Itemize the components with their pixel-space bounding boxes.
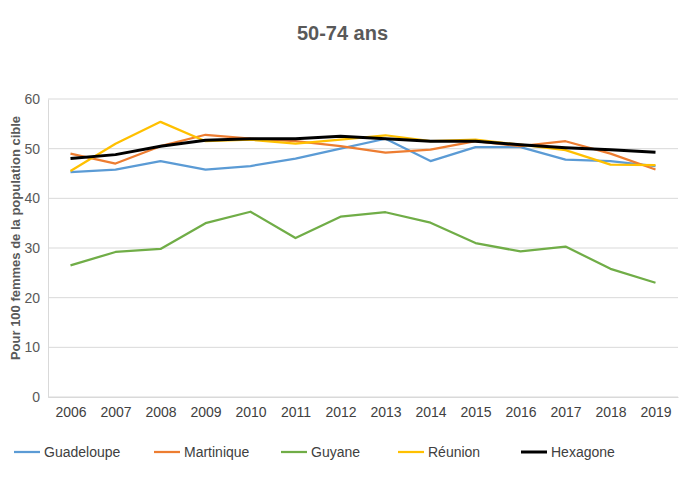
legend-label: Réunion <box>428 444 480 460</box>
legend-swatch <box>154 451 180 453</box>
y-tick-label: 20 <box>24 290 40 306</box>
y-axis-line <box>48 100 49 398</box>
x-tick-label: 2017 <box>550 404 581 420</box>
y-tick: 10 <box>24 339 48 355</box>
legend-item: Hexagone <box>521 444 615 460</box>
x-tick: 2019 <box>640 397 671 420</box>
grid-line <box>48 397 678 398</box>
x-tick: 2007 <box>100 397 131 420</box>
x-axis: 2006 2007 2008 2009 2010 2011 2012 2013 2014 2015… <box>49 397 679 420</box>
x-tick-label: 2018 <box>595 404 626 420</box>
x-axis-line <box>49 397 679 398</box>
series-line <box>71 139 656 172</box>
x-tick: 2017 <box>550 397 581 420</box>
x-tick: 2014 <box>415 397 446 420</box>
y-tick-label: 0 <box>32 389 40 405</box>
legend-swatch <box>398 451 424 453</box>
grid <box>48 99 678 397</box>
x-tick: 2006 <box>55 397 86 420</box>
series-line <box>71 212 656 283</box>
legend-item: Guyane <box>281 444 360 460</box>
legend: Guadeloupe Martinique Guyane Réunion Hexagon… <box>14 444 615 460</box>
legend-swatch <box>521 451 547 454</box>
grid-line <box>48 347 678 348</box>
legend-label: Martinique <box>184 444 250 460</box>
x-tick: 2011 <box>281 397 311 420</box>
x-tick-label: 2008 <box>145 404 176 420</box>
y-axis-title: Pour 100 femmes de la population cible <box>8 116 23 360</box>
x-tick-label: 2016 <box>505 404 536 420</box>
y-tick-label: 60 <box>24 91 40 107</box>
grid-line <box>48 248 678 249</box>
y-tick: 30 <box>24 240 48 256</box>
grid-line <box>48 198 678 199</box>
x-tick-label: 2011 <box>281 404 311 420</box>
x-tick: 2013 <box>370 397 401 420</box>
legend-item: Réunion <box>398 444 480 460</box>
legend-item: Martinique <box>154 444 250 460</box>
chart: 0 10 20 30 40 50 60 2006 2007 2008 2009 2010 2011 201… <box>0 0 685 489</box>
y-tick-label: 10 <box>24 339 40 355</box>
series-line <box>71 122 656 171</box>
x-tick-label: 2010 <box>235 404 266 420</box>
legend-swatch <box>281 451 307 453</box>
legend-label: Guyane <box>311 444 360 460</box>
y-tick-label: 40 <box>24 190 40 206</box>
legend-swatch <box>14 451 40 453</box>
x-tick: 2018 <box>595 397 626 420</box>
x-tick-label: 2013 <box>370 404 401 420</box>
y-tick: 60 <box>24 91 48 107</box>
grid-line <box>48 99 678 100</box>
y-tick-label: 50 <box>24 141 40 157</box>
x-tick-label: 2019 <box>640 404 671 420</box>
legend-item: Guadeloupe <box>14 444 121 460</box>
y-tick: 0 <box>32 389 48 405</box>
x-tick: 2010 <box>235 397 266 420</box>
x-tick: 2008 <box>145 397 176 420</box>
y-tick-label: 30 <box>24 240 40 256</box>
y-axis: 0 10 20 30 40 50 60 <box>24 91 48 405</box>
x-tick: 2009 <box>190 397 221 420</box>
y-tick: 50 <box>24 141 48 157</box>
y-tick: 40 <box>24 190 48 206</box>
x-tick-label: 2009 <box>190 404 221 420</box>
x-tick: 2016 <box>505 397 536 420</box>
y-tick: 20 <box>24 290 48 306</box>
x-tick-label: 2014 <box>415 404 446 420</box>
x-tick-label: 2015 <box>460 404 491 420</box>
x-tick-label: 2012 <box>325 404 356 420</box>
series-line <box>71 135 656 170</box>
legend-label: Guadeloupe <box>44 444 121 460</box>
series-line <box>71 136 656 158</box>
x-tick-label: 2006 <box>55 404 86 420</box>
legend-label: Hexagone <box>551 444 615 460</box>
title: 50-74 ans <box>297 22 388 44</box>
x-tick-label: 2007 <box>100 404 131 420</box>
x-tick: 2015 <box>460 397 491 420</box>
series-lines <box>71 122 656 283</box>
plot: 0 10 20 30 40 50 60 2006 2007 2008 2009 2010 2011 201… <box>24 91 678 420</box>
grid-line <box>48 297 678 298</box>
x-tick: 2012 <box>325 397 356 420</box>
